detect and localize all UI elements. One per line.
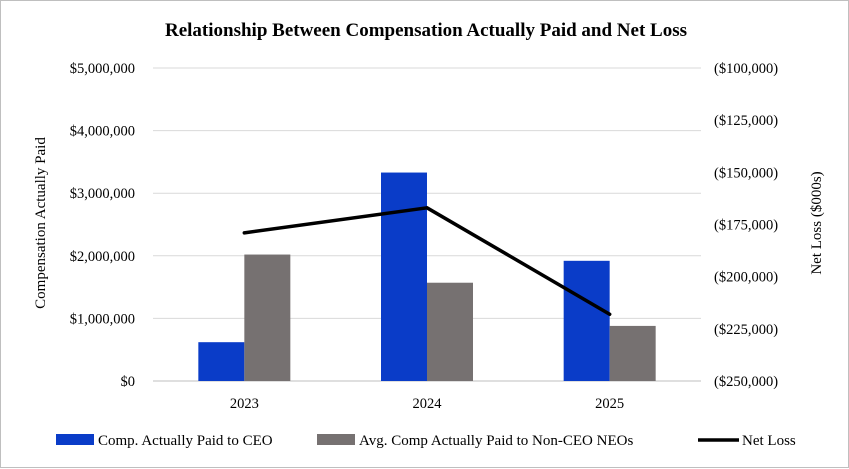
y2-tick-label: ($175,000) xyxy=(714,218,778,234)
y2-tick-label: ($100,000) xyxy=(714,61,778,77)
legend-swatch-ceo xyxy=(56,434,94,445)
y2-axis-ticks: ($100,000) ($125,000) ($150,000) ($175,000)… xyxy=(714,61,778,390)
ceo-bar-2023 xyxy=(198,342,245,381)
chart-title: Relationship Between Compensation Actual… xyxy=(165,20,687,41)
y2-tick-label: ($125,000) xyxy=(714,113,778,129)
net-loss-point-2023 xyxy=(242,231,246,235)
neo-bar-2025 xyxy=(609,325,656,381)
ceo-bar-2025 xyxy=(563,260,610,381)
y-tick-label: $1,000,000 xyxy=(70,311,135,327)
neo-bar-2023 xyxy=(244,254,291,381)
y2-tick-label: ($150,000) xyxy=(714,165,778,181)
legend-label-ceo: Comp. Actually Paid to CEO xyxy=(98,433,273,449)
x-axis-ticks: 2023 2024 2025 xyxy=(230,396,624,412)
net-loss-point-2024 xyxy=(425,206,429,210)
legend-label-neo: Avg. Comp Actually Paid to Non-CEO NEOs xyxy=(359,433,633,449)
y2-axis-label: Net Loss ($000s) xyxy=(809,171,825,274)
y2-tick-label: ($225,000) xyxy=(714,322,778,338)
y-tick-label: $4,000,000 xyxy=(70,124,135,140)
bars xyxy=(198,172,656,381)
y-tick-label: $5,000,000 xyxy=(70,61,135,77)
legend: Comp. Actually Paid to CEO Avg. Comp Actu… xyxy=(56,433,796,449)
y2-tick-label: ($250,000) xyxy=(714,374,778,390)
y-axis-ticks: $0 $1,000,000 $2,000,000 $3,000,000 $4,000,0… xyxy=(70,61,135,390)
y-tick-label: $2,000,000 xyxy=(70,249,135,265)
legend-label-net-loss: Net Loss xyxy=(742,433,796,449)
neo-bar-2024 xyxy=(427,282,473,381)
y-tick-label: $0 xyxy=(121,374,136,390)
ceo-bar-2024 xyxy=(381,172,427,381)
y-tick-label: $3,000,000 xyxy=(70,186,135,202)
net-loss-point-2025 xyxy=(608,312,612,316)
legend-swatch-neo xyxy=(317,434,355,445)
y-axis-label: Compensation Actually Paid xyxy=(33,137,49,309)
x-tick-label: 2023 xyxy=(230,396,259,412)
x-tick-label: 2025 xyxy=(595,396,624,412)
net-loss-line-group xyxy=(242,206,612,316)
x-tick-label: 2024 xyxy=(413,396,443,412)
y2-tick-label: ($200,000) xyxy=(714,270,778,286)
